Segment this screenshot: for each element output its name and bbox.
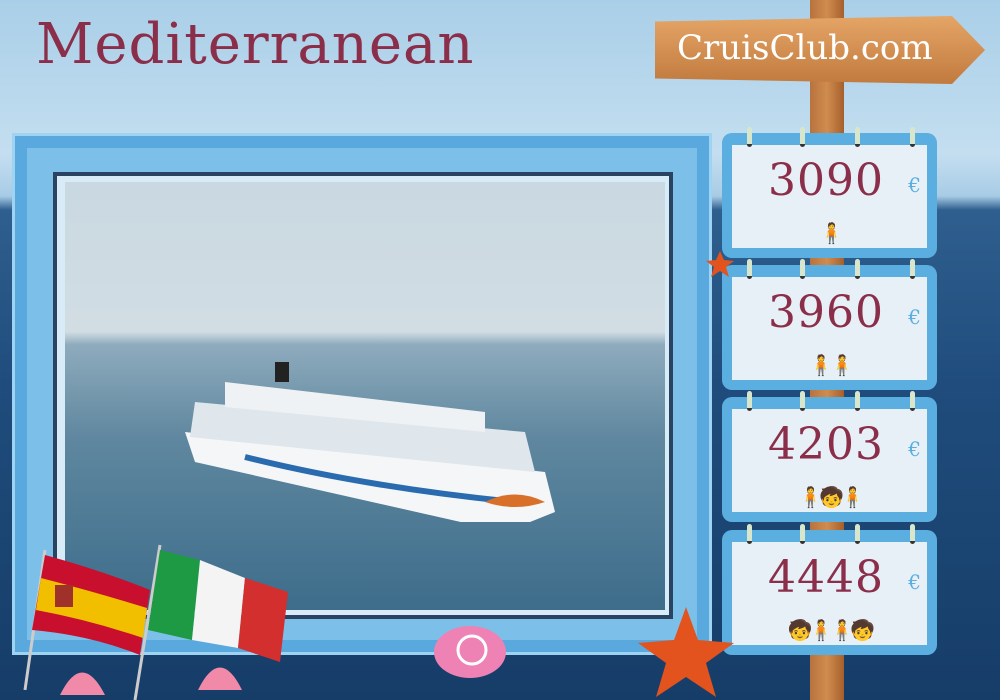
starfish-icon (638, 607, 734, 697)
photo-frame (12, 133, 712, 655)
card-paper: 3960 € 🧍🧍 (732, 277, 927, 380)
price-card-2-persons: 3960 € 🧍🧍 (722, 259, 937, 390)
price-value: 3960 (768, 287, 884, 338)
small-starfish-icon (706, 251, 734, 277)
price-card-family-1-child: 4203 € 🧍🧒🧍 (722, 391, 937, 522)
cruise-ship-photo (65, 182, 665, 610)
euro-sign: € (908, 570, 921, 594)
price-card-family-2-children: 4448 € 🧒🧍🧍🧒 (722, 524, 937, 655)
page-title: Mediterranean (36, 12, 475, 77)
card-paper: 3090 € 🧍 (732, 145, 927, 248)
card-paper: 4203 € 🧍🧒🧍 (732, 409, 927, 512)
cruise-ship-image (185, 362, 555, 522)
spain-flag-icon (23, 549, 150, 690)
italy-flag-icon (133, 544, 288, 700)
euro-sign: € (908, 305, 921, 329)
euro-sign: € (908, 173, 921, 197)
brand-sign: CruisClub.com (655, 16, 985, 84)
card-paper: 4448 € 🧒🧍🧍🧒 (732, 542, 927, 645)
price-value: 4203 (768, 419, 884, 470)
price-value: 4448 (768, 552, 884, 603)
scallop-shell-icon (60, 672, 105, 695)
price-card-1-person: 3090 € 🧍 (722, 127, 937, 258)
euro-sign: € (908, 437, 921, 461)
couple-icon: 🧍🧍 (808, 353, 855, 377)
family-two-children-icon: 🧒🧍🧍🧒 (787, 618, 876, 642)
family-one-child-icon: 🧍🧒🧍 (798, 485, 865, 509)
single-person-icon: 🧍 (819, 221, 844, 245)
price-value: 3090 (768, 155, 884, 206)
scallop-shell-icon (198, 667, 242, 690)
brand-logo-text: CruisClub.com (677, 28, 933, 68)
seashell-icon (434, 626, 506, 678)
